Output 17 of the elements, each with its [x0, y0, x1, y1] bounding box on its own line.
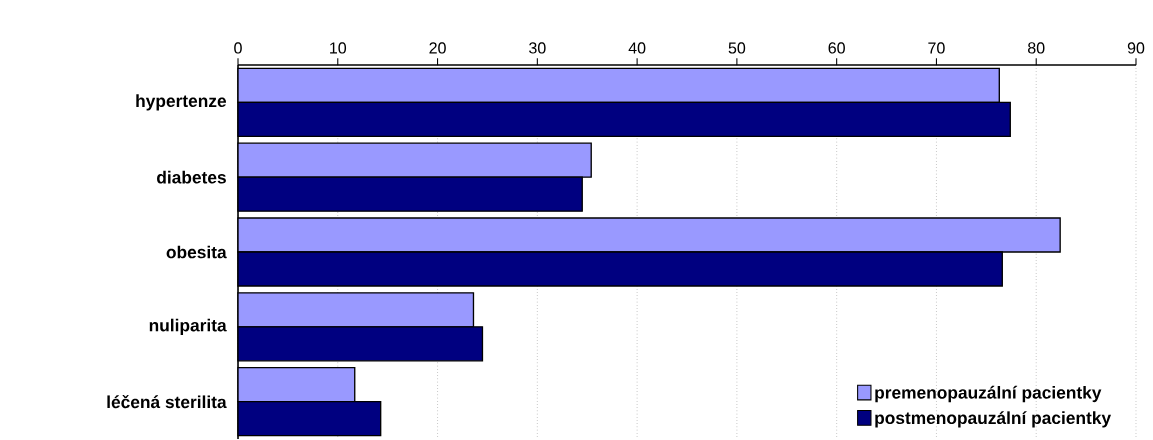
x-tick-label: 0	[234, 42, 242, 54]
x-tick-label: 60	[828, 42, 845, 54]
x-tick-label: 40	[628, 42, 646, 54]
y-tick-label: obesita	[166, 245, 227, 259]
y-tick-label: léčená sterilita	[107, 395, 227, 409]
x-tick-label: 30	[529, 42, 546, 54]
legend-label: postmenopauzální pacientky	[875, 411, 1111, 428]
x-tick-label: 90	[1127, 42, 1145, 54]
y-tick-label: hypertenze	[136, 94, 227, 111]
x-tick-label: 20	[429, 42, 446, 54]
x-tick-label: 10	[330, 42, 347, 54]
y-tick-label: nuliparita	[149, 318, 227, 335]
y-tick-label: diabetes	[157, 170, 226, 184]
x-tick-label: 70	[928, 42, 945, 54]
x-tick-label: 80	[1028, 42, 1045, 54]
legend-label: premenopauzální pacientky	[875, 385, 1102, 403]
x-tick-label: 50	[728, 42, 746, 54]
